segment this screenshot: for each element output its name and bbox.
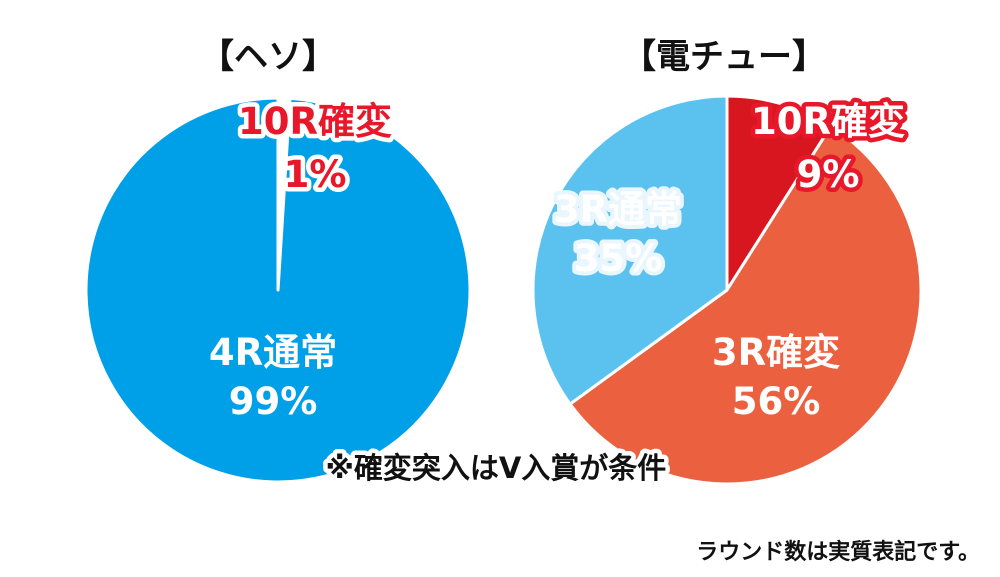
left-chart-title: 【ヘソ】 xyxy=(200,37,336,77)
left-pie xyxy=(84,96,472,484)
right-slice-3r-tsujo-value: 35% xyxy=(574,237,663,280)
left-slice-4r-value: 99% xyxy=(229,380,318,423)
left-pie-slice-2 xyxy=(84,96,472,484)
right-slice-10r-label: 10R確変 xyxy=(751,100,905,143)
left-slice-10r-value: 1% xyxy=(284,153,347,196)
right-pie-slice-1 xyxy=(725,94,833,292)
right-slice-10r-value: 9% xyxy=(797,153,860,196)
right-slice-3r-kakuhen-value: 56% xyxy=(732,380,821,423)
condition-note: ※確変突入はV入賞が条件 xyxy=(326,451,667,485)
right-slice-3r-tsujo-label: 3R通常 xyxy=(554,188,682,231)
right-chart-title: 【電チュー】 xyxy=(622,37,826,77)
right-slice-3r-kakuhen-label: 3R確変 xyxy=(712,331,840,374)
footer-note: ラウンド数は実質表記です。 xyxy=(696,539,980,565)
right-pie-slice-2 xyxy=(568,124,923,486)
left-slice-10r-label: 10R確変 xyxy=(238,100,392,143)
right-pie xyxy=(531,94,923,486)
right-pie-slice-3 xyxy=(531,94,729,406)
left-slice-4r-label: 4R通常 xyxy=(209,331,337,374)
